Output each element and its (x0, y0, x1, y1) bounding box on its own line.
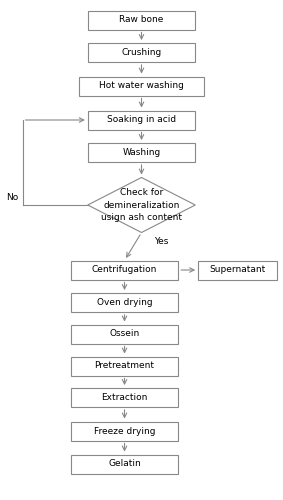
Text: Supernatant: Supernatant (210, 266, 266, 274)
FancyBboxPatch shape (88, 43, 195, 62)
FancyBboxPatch shape (198, 260, 277, 280)
Text: Pretreatment: Pretreatment (95, 362, 155, 370)
FancyBboxPatch shape (88, 110, 195, 130)
Text: Ossein: Ossein (110, 330, 140, 338)
FancyBboxPatch shape (71, 388, 178, 407)
Text: Centrifugation: Centrifugation (92, 266, 157, 274)
Text: Oven drying: Oven drying (97, 298, 152, 307)
Text: Crushing: Crushing (121, 48, 162, 57)
Text: Soaking in acid: Soaking in acid (107, 116, 176, 124)
FancyBboxPatch shape (71, 356, 178, 376)
Text: Freeze drying: Freeze drying (94, 426, 155, 436)
Text: Gelatin: Gelatin (108, 460, 141, 468)
FancyBboxPatch shape (71, 293, 178, 312)
FancyBboxPatch shape (79, 76, 204, 96)
Polygon shape (88, 178, 195, 233)
Text: Hot water washing: Hot water washing (99, 82, 184, 90)
Text: No: No (7, 193, 19, 202)
FancyBboxPatch shape (71, 454, 178, 473)
FancyBboxPatch shape (71, 324, 178, 344)
Text: Yes: Yes (154, 237, 168, 246)
FancyBboxPatch shape (71, 260, 178, 280)
FancyBboxPatch shape (71, 422, 178, 440)
Text: Washing: Washing (122, 148, 161, 157)
Text: Raw bone: Raw bone (119, 16, 164, 24)
FancyBboxPatch shape (88, 143, 195, 162)
FancyBboxPatch shape (88, 10, 195, 29)
Text: Extraction: Extraction (101, 393, 148, 402)
Text: Check for
demineralization
usign ash content: Check for demineralization usign ash con… (101, 188, 182, 222)
